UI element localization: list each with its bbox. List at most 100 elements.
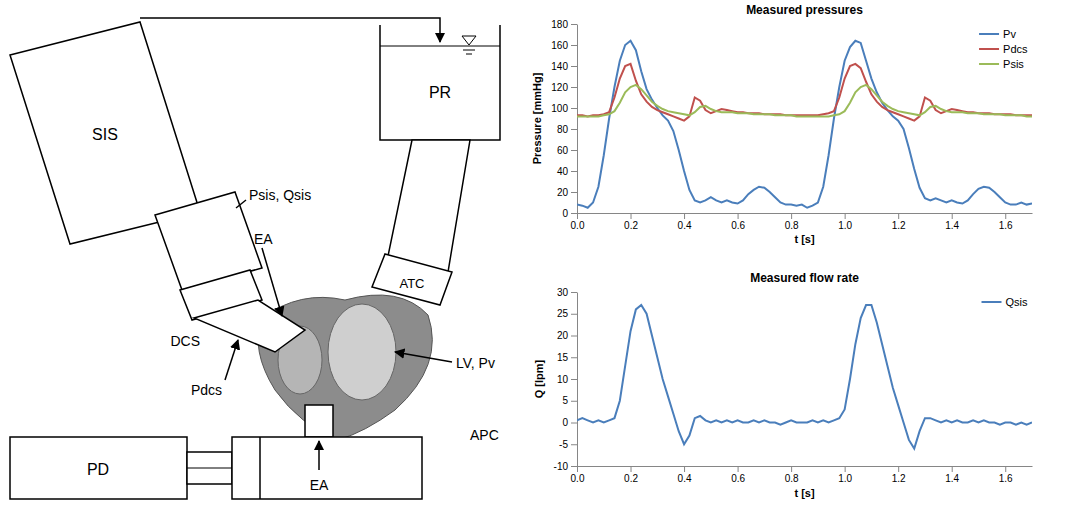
- tick-mark: [571, 357, 577, 358]
- tick-label: 140: [551, 61, 568, 72]
- tick: 20: [557, 330, 577, 341]
- pr-tube: [388, 140, 470, 272]
- plot-area: [577, 41, 1032, 208]
- tick-label: 1.0: [838, 220, 852, 231]
- tick-label: 1.0: [838, 473, 852, 484]
- tick: 1.6: [999, 213, 1013, 231]
- tick: 40: [557, 166, 577, 177]
- tick: 0.4: [678, 466, 692, 484]
- tick-mark: [898, 466, 899, 472]
- tick-label: 120: [551, 82, 568, 93]
- axis-line: [578, 213, 1033, 214]
- tick: 20: [557, 187, 577, 198]
- flow-line: [140, 18, 440, 42]
- tick-label: 10: [557, 374, 569, 385]
- y-axis-title: Q [lpm]: [533, 359, 545, 398]
- tick-label: 1.6: [999, 220, 1013, 231]
- tick-label: -10: [554, 461, 569, 472]
- pr-tank: [380, 25, 500, 140]
- tick-mark: [571, 401, 577, 402]
- pd-box: [10, 437, 187, 499]
- tick: 0.6: [731, 213, 745, 231]
- tick-label: 80: [557, 124, 569, 135]
- tick: 0.2: [624, 213, 638, 231]
- pointer: [318, 441, 320, 470]
- legend-label: Pv: [1003, 28, 1016, 40]
- tick: 0: [562, 417, 577, 428]
- tick-mark: [1005, 466, 1006, 472]
- heart-chamber: [328, 304, 396, 400]
- tick: 0.4: [678, 213, 692, 231]
- diagram-label: PR: [429, 84, 451, 101]
- tick-mark: [571, 213, 577, 214]
- diagram-label: DCS: [170, 333, 200, 349]
- tick-mark: [571, 45, 577, 46]
- tick-mark: [571, 379, 577, 380]
- tick-mark: [571, 292, 577, 293]
- diagram-label: ATC: [399, 276, 424, 291]
- tick: 15: [557, 352, 577, 363]
- tick-mark: [571, 87, 577, 88]
- chart: 0.00.20.40.60.81.01.21.41.60204060801001…: [531, 3, 1033, 245]
- tick-mark: [952, 466, 953, 472]
- tick-mark: [631, 466, 632, 472]
- diagram-label: EA: [310, 477, 329, 493]
- tick: -5: [559, 439, 577, 450]
- tick-mark: [952, 213, 953, 219]
- tick-mark: [738, 213, 739, 219]
- tick-label: 0.0: [571, 473, 585, 484]
- tick-label: 0.0: [571, 220, 585, 231]
- tick-mark: [571, 314, 577, 315]
- legend-item: Qsis: [982, 296, 1029, 308]
- tick: 5: [562, 395, 577, 406]
- water-symbol: [462, 36, 476, 45]
- tick: 1.0: [838, 213, 852, 231]
- diagram-label: APC: [470, 427, 499, 443]
- diagram-label: LV, Pv: [456, 355, 495, 371]
- x-axis-title: t [s]: [794, 487, 815, 499]
- tick: 1.4: [945, 466, 959, 484]
- tick: 180: [551, 19, 577, 30]
- tick-mark: [684, 466, 685, 472]
- tick-label: 0: [562, 417, 568, 428]
- legend-label: Qsis: [1006, 296, 1029, 308]
- series-line: [577, 64, 1032, 121]
- tick-label: 1.6: [999, 473, 1013, 484]
- tick-label: 30: [557, 287, 569, 298]
- tick-mark: [631, 213, 632, 219]
- legend-swatch: [979, 63, 999, 65]
- chart: 0.00.20.40.60.81.01.21.41.6-10-505101520…: [533, 271, 1032, 499]
- tick-mark: [1005, 213, 1006, 219]
- water-symbol: [463, 50, 475, 54]
- tick-mark: [738, 466, 739, 472]
- tick-mark: [571, 336, 577, 337]
- tick: 1.2: [892, 466, 906, 484]
- tick-label: 0.6: [731, 473, 745, 484]
- piston: [259, 437, 261, 499]
- tick-mark: [571, 444, 577, 445]
- tick-label: 0.8: [785, 473, 799, 484]
- legend-item: Psis: [979, 58, 1024, 70]
- series-line: [577, 41, 1032, 208]
- legend: Qsis: [982, 296, 1029, 308]
- axis-line: [577, 293, 578, 467]
- tick: 0.8: [785, 213, 799, 231]
- tick: 120: [551, 82, 577, 93]
- tick: 25: [557, 308, 577, 319]
- legend-swatch: [979, 48, 999, 50]
- tick-label: 5: [562, 395, 568, 406]
- tick-mark: [571, 24, 577, 25]
- tick: 1.2: [892, 213, 906, 231]
- tick-label: 15: [557, 352, 569, 363]
- legend-item: Pdcs: [979, 43, 1028, 55]
- tick-label: 0.8: [785, 220, 799, 231]
- tick-label: 1.4: [945, 220, 959, 231]
- y-axis: -10 -5 0 5 10 15 20 25 30: [554, 287, 578, 472]
- water-surface: [380, 46, 500, 47]
- ea-box: [232, 437, 422, 499]
- tick: -10: [554, 461, 577, 472]
- diagram-label: PD: [87, 461, 109, 478]
- atc-cannula: [372, 254, 452, 305]
- series-line: [577, 305, 1032, 449]
- legend-item: Pv: [979, 28, 1016, 40]
